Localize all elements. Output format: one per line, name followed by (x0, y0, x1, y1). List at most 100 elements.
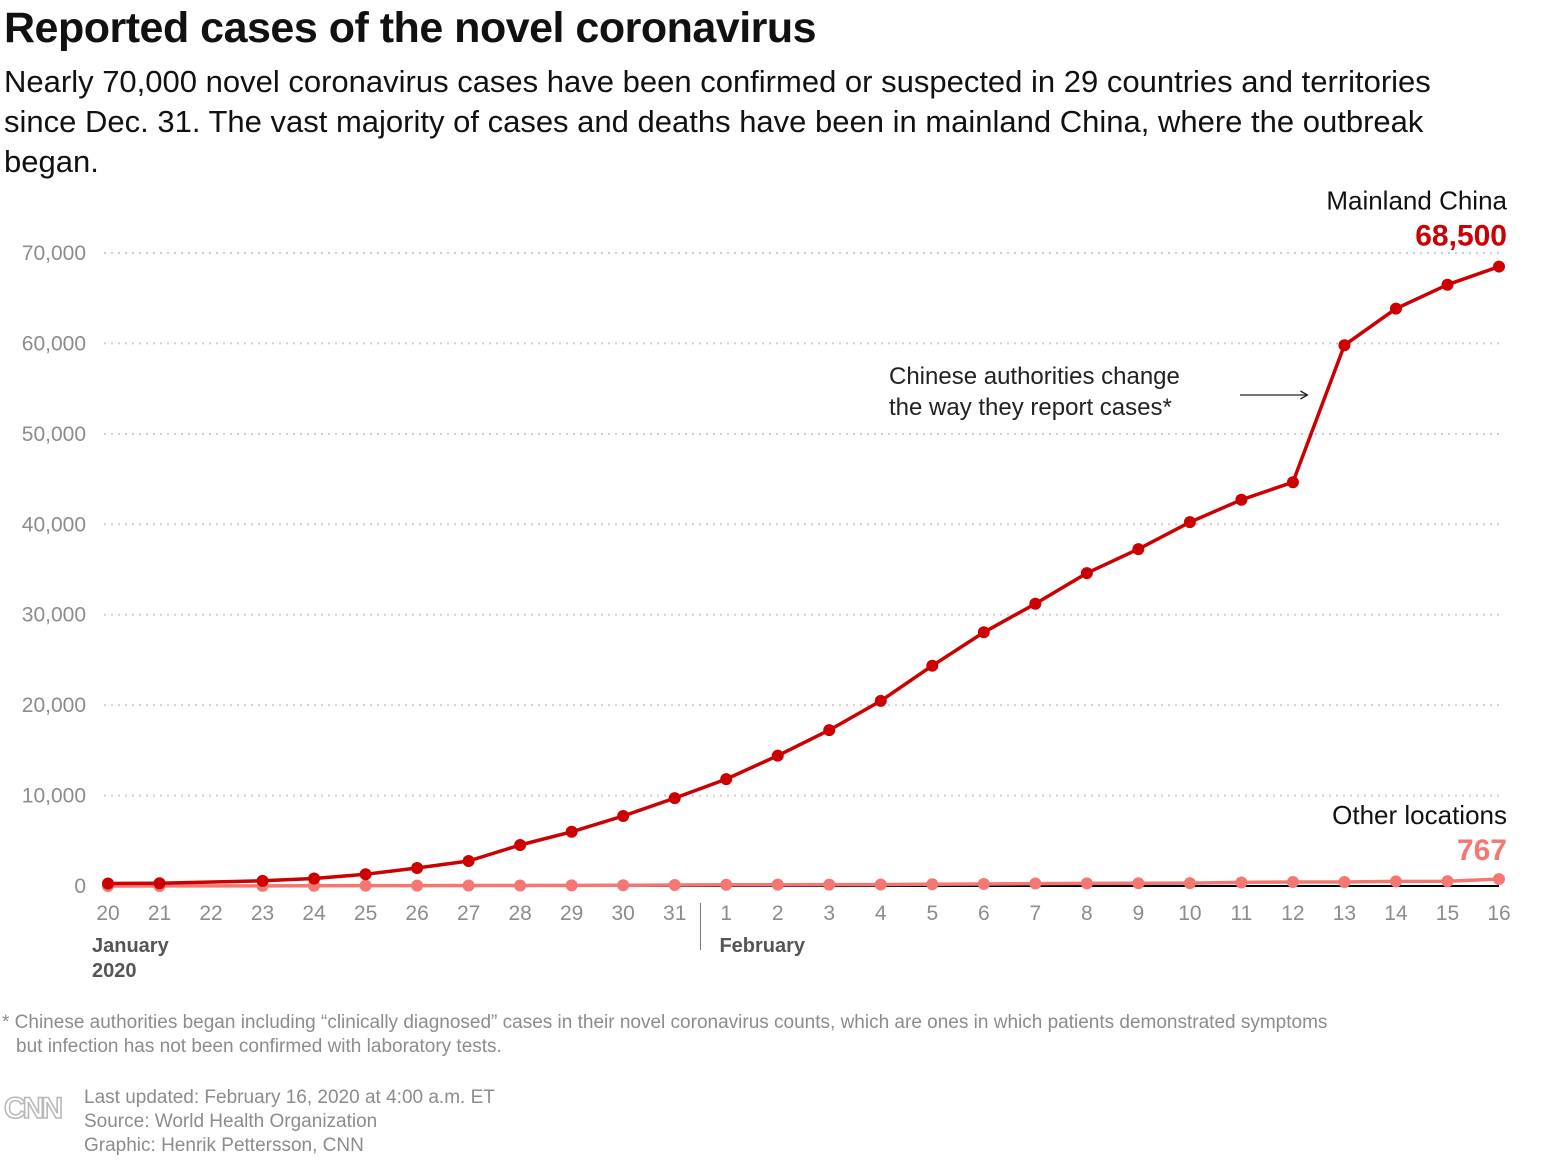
series-end-labels: Mainland China 68,500 Other locations 767 (1326, 186, 1507, 867)
data-point (359, 868, 372, 881)
data-point (926, 659, 939, 672)
x-tick-label: 16 (1487, 902, 1510, 925)
y-tick-label: 70,000 (22, 242, 86, 265)
data-point (1286, 876, 1299, 889)
data-point (514, 879, 527, 892)
data-point (1493, 260, 1505, 273)
month-label: January (92, 935, 170, 957)
data-point (668, 792, 681, 805)
data-point (1132, 877, 1145, 890)
y-tick-label: 60,000 (22, 332, 86, 355)
x-tick-label: 8 (1081, 902, 1093, 925)
data-point (823, 878, 836, 891)
data-point (462, 855, 475, 868)
x-tick-label: 7 (1029, 902, 1041, 925)
data-point (514, 838, 527, 851)
data-point (1493, 873, 1505, 886)
source: Source: World Health Organization (84, 1111, 378, 1132)
series-layer (102, 260, 1505, 892)
annotation-text: the way they report cases* (889, 394, 1172, 421)
month-labels: January 2020 February (92, 903, 806, 982)
data-point (565, 825, 578, 838)
x-tick-label: 9 (1133, 902, 1145, 925)
x-tick-label: 25 (354, 902, 377, 925)
cnn-logo: CNN (4, 1091, 65, 1124)
data-point (411, 879, 424, 892)
cnn-logo-text: CNN (4, 1092, 61, 1124)
data-point (771, 878, 784, 891)
y-tick-label: 50,000 (22, 423, 86, 446)
data-point (1235, 876, 1248, 889)
data-point (1080, 567, 1093, 580)
x-tick-label: 12 (1281, 902, 1304, 925)
grid-layer (104, 252, 1499, 797)
x-tick-label: 30 (612, 902, 635, 925)
data-point (359, 879, 372, 892)
y-tick-label: 40,000 (22, 513, 86, 536)
data-point (1132, 543, 1145, 556)
month-label: 2020 (92, 960, 137, 982)
month-label: February (719, 935, 805, 957)
data-point (1338, 875, 1351, 888)
data-point (977, 626, 990, 639)
x-tick-label: 23 (251, 902, 274, 925)
data-point (720, 773, 733, 786)
series-name-label: Other locations (1332, 800, 1507, 830)
data-point (1029, 877, 1042, 890)
series-name-label: Mainland China (1326, 186, 1507, 216)
data-point (1183, 877, 1196, 890)
x-tick-label: 1 (720, 902, 732, 925)
x-tick-label: 27 (457, 902, 480, 925)
data-point (823, 724, 836, 737)
x-tick-label: 28 (508, 902, 531, 925)
x-tick-label: 26 (405, 902, 428, 925)
data-point (1441, 278, 1454, 291)
annotation-text: Chinese authorities change (889, 363, 1180, 390)
data-point (1441, 875, 1454, 888)
series-line (107, 264, 1500, 886)
data-point (153, 877, 166, 890)
footnote-line-2: but infection has not been confirmed wit… (16, 1036, 502, 1057)
data-point (617, 879, 630, 892)
data-point (668, 879, 681, 892)
annotation-arrowhead (1300, 390, 1309, 400)
y-axis-labels: 0 10,000 20,000 30,000 40,000 50,000 60,000 70,… (22, 242, 86, 898)
footnote-line-1: * Chinese authorities began including “c… (2, 1012, 1328, 1033)
annotation: Chinese authorities change the way they r… (889, 363, 1309, 421)
x-tick-label: 21 (148, 902, 171, 925)
chart-subtitle: Nearly 70,000 novel coronavirus cases ha… (4, 64, 1431, 179)
credits: Last updated: February 16, 2020 at 4:00 … (84, 1086, 495, 1158)
data-point (617, 810, 630, 823)
x-tick-label: 3 (823, 902, 835, 925)
x-tick-label: 31 (663, 902, 686, 925)
data-point (1389, 875, 1402, 888)
data-point (1080, 877, 1093, 890)
footnote: * Chinese authorities began including “c… (2, 1011, 1542, 1059)
y-tick-label: 0 (74, 875, 86, 898)
line-chart: 0 10,000 20,000 30,000 40,000 50,000 60,000 70,… (22, 186, 1511, 982)
data-point (1286, 476, 1299, 489)
data-point (411, 862, 424, 875)
x-tick-label: 29 (560, 902, 583, 925)
data-point (1235, 493, 1248, 506)
data-point (308, 872, 321, 885)
chart-title: Reported cases of the novel coronavirus (4, 4, 817, 52)
data-point (102, 877, 114, 890)
last-updated: Last updated: February 16, 2020 at 4:00 … (84, 1087, 495, 1108)
x-tick-label: 4 (875, 902, 887, 925)
data-point (1183, 516, 1196, 529)
data-point (1389, 302, 1402, 315)
data-point (874, 878, 887, 891)
y-tick-label: 20,000 (22, 694, 86, 717)
x-tick-label: 20 (96, 902, 119, 925)
x-tick-label: 5 (926, 902, 938, 925)
data-point (720, 878, 733, 891)
x-tick-label: 10 (1178, 902, 1201, 925)
graphic-credit: Graphic: Henrik Pettersson, CNN (84, 1135, 364, 1156)
x-tick-label: 14 (1384, 902, 1408, 925)
x-tick-label: 24 (302, 902, 326, 925)
x-axis-labels: 20 21 22 23 24 25 26 27 28 29 30 31 1 2 3 4 5 6 7 8 9 10 11 12 1… (96, 902, 1510, 925)
series-end-label: 767 (1457, 834, 1507, 867)
x-tick-label: 22 (199, 902, 222, 925)
x-tick-label: 2 (772, 902, 784, 925)
